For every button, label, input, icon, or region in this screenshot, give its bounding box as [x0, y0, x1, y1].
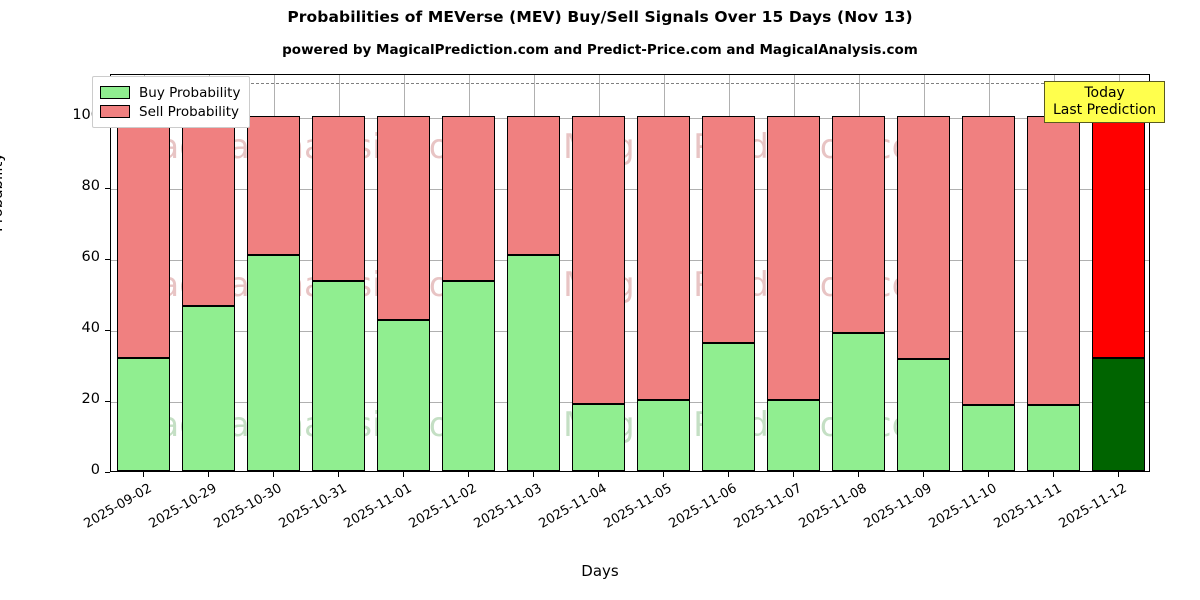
gridline-horizontal	[111, 402, 1149, 404]
bar-2025-11-01[interactable]	[376, 75, 431, 471]
x-axis-tick-mark	[857, 472, 859, 477]
bar-segment-sell	[896, 116, 951, 360]
bar-2025-11-11[interactable]	[1026, 75, 1081, 471]
bar-segment-sell	[116, 116, 171, 358]
bar-2025-11-03[interactable]	[506, 75, 561, 471]
y-axis-tick-label: 20	[81, 391, 100, 408]
legend-label: Buy Probability	[139, 84, 241, 101]
bar-segment-buy	[181, 306, 236, 471]
bar-segment-sell	[311, 116, 366, 282]
bar-segment-buy	[766, 400, 821, 471]
bar-2025-11-12[interactable]	[1091, 75, 1146, 471]
legend-swatch-icon	[100, 86, 130, 99]
x-axis-tick-mark	[142, 472, 144, 477]
page-title: Probabilities of MEVerse (MEV) Buy/Sell …	[287, 8, 913, 26]
x-axis-tick-mark	[467, 472, 469, 477]
today-annotation-line2: Last Prediction	[1053, 101, 1157, 118]
x-axis-tick-mark	[662, 472, 664, 477]
y-axis-tick-mark	[105, 330, 110, 332]
bar-2025-10-30[interactable]	[246, 75, 301, 471]
bar-2025-11-08[interactable]	[831, 75, 886, 471]
bar-segment-buy	[831, 332, 886, 471]
bar-2025-09-02[interactable]	[116, 75, 171, 471]
x-axis-tick-mark	[272, 472, 274, 477]
bar-segment-sell	[181, 116, 236, 307]
y-axis-tick-mark	[105, 188, 110, 190]
bar-segment-sell	[376, 116, 431, 321]
legend-item-sell[interactable]: Sell Probability	[100, 102, 240, 121]
x-axis-tick-mark	[597, 472, 599, 477]
x-axis-tick-mark	[402, 472, 404, 477]
y-axis-tick-mark	[105, 472, 110, 474]
bar-2025-11-10[interactable]	[961, 75, 1016, 471]
x-axis-tick-mark	[987, 472, 989, 477]
x-axis-tick-mark	[532, 472, 534, 477]
bar-segment-buy	[896, 359, 951, 471]
legend-item-buy[interactable]: Buy Probability	[100, 83, 240, 102]
x-axis-tick-mark	[727, 472, 729, 477]
bar-segment-buy	[441, 281, 496, 471]
dashed-reference-line	[111, 82, 1149, 84]
bar-2025-11-05[interactable]	[636, 75, 691, 471]
gridline-horizontal	[111, 260, 1149, 262]
x-axis-tick-mark	[792, 472, 794, 477]
gridline-horizontal	[111, 118, 1149, 120]
bar-segment-buy	[1026, 405, 1081, 471]
bar-segment-sell	[441, 116, 496, 282]
x-axis-tick-mark	[922, 472, 924, 477]
bar-segment-buy	[376, 320, 431, 471]
bar-2025-11-09[interactable]	[896, 75, 951, 471]
bar-segment-sell	[246, 116, 301, 255]
bar-segment-sell	[1026, 116, 1081, 406]
y-axis-tick-label: 80	[81, 178, 100, 195]
plot-area: MagicalAnalysis.comMagicalPrediction.com…	[110, 74, 1150, 472]
y-axis-label: Probability	[0, 152, 6, 232]
today-annotation-line1: Today	[1084, 85, 1125, 101]
y-axis-tick-mark	[105, 259, 110, 261]
y-axis-tick-label: 0	[90, 462, 100, 478]
legend-swatch-icon	[100, 105, 130, 118]
bar-segment-sell	[961, 116, 1016, 406]
bar-segment-sell	[571, 116, 626, 404]
bar-2025-10-29[interactable]	[181, 75, 236, 471]
chart-subtitle: powered by MagicalPrediction.com and Pre…	[282, 42, 918, 58]
bar-segment-sell	[506, 116, 561, 255]
bar-2025-10-31[interactable]	[311, 75, 366, 471]
chart-legend: Buy Probability Sell Probability	[92, 76, 251, 128]
y-axis-tick-label: 40	[81, 320, 100, 337]
bar-segment-buy	[701, 343, 756, 471]
gridline-horizontal	[111, 331, 1149, 333]
bar-segment-buy	[311, 281, 366, 471]
bar-2025-11-07[interactable]	[766, 75, 821, 471]
bar-segment-sell	[831, 116, 886, 333]
x-axis-tick-mark	[207, 472, 209, 477]
legend-label: Sell Probability	[139, 103, 240, 120]
y-axis-tick-label: 60	[81, 249, 100, 266]
bar-2025-11-02[interactable]	[441, 75, 496, 471]
bar-segment-sell	[636, 116, 691, 401]
y-axis-tick-mark	[105, 401, 110, 403]
bar-segment-buy	[961, 405, 1016, 471]
bar-segment-buy	[506, 254, 561, 471]
gridline-horizontal	[111, 189, 1149, 191]
bar-segment-sell	[766, 116, 821, 401]
bar-segment-buy	[116, 357, 171, 471]
x-axis-tick-mark	[1117, 472, 1119, 477]
bar-segment-buy	[571, 403, 626, 471]
bar-segment-buy	[246, 254, 301, 471]
x-axis-tick-mark	[337, 472, 339, 477]
bar-segment-sell	[1091, 116, 1146, 358]
bar-2025-11-06[interactable]	[701, 75, 756, 471]
x-axis-label: Days	[581, 562, 619, 580]
x-axis-tick-mark	[1052, 472, 1054, 477]
bar-segment-buy	[1091, 357, 1146, 471]
today-annotation: Today Last Prediction	[1044, 81, 1166, 124]
bar-segment-sell	[701, 116, 756, 344]
bar-segment-buy	[636, 400, 691, 471]
bar-2025-11-04[interactable]	[571, 75, 626, 471]
